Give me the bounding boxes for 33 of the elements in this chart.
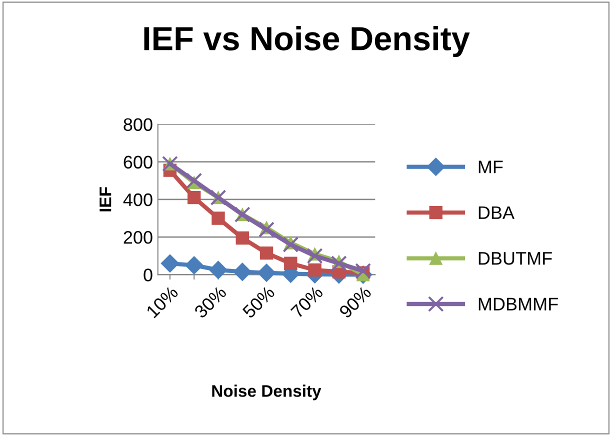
legend-label: MDBMMF [478, 298, 558, 310]
point [257, 264, 276, 282]
legend-label: MF [478, 160, 503, 174]
point [212, 212, 225, 225]
point [330, 255, 347, 272]
point [260, 246, 274, 260]
x-tick-label: 50% [242, 285, 276, 319]
x-axis-title: Noise Density [212, 384, 322, 400]
y-tick-label: 200 [124, 231, 152, 244]
y-tick-label: 400 [123, 193, 152, 206]
legend-label: DBA [478, 206, 514, 219]
point [258, 222, 275, 238]
point [306, 248, 323, 264]
point [282, 236, 299, 253]
legend-label: DBUTMF [478, 252, 552, 265]
y-axis-title: IEF [100, 187, 112, 212]
point [186, 172, 202, 189]
point [209, 260, 228, 280]
point [308, 263, 322, 277]
x-tick-label: 70% [290, 285, 324, 319]
point [236, 231, 249, 245]
chart-title: IEF vs Noise Density [144, 26, 470, 58]
x-tick-label: 90% [338, 285, 372, 319]
point [233, 262, 252, 282]
point [355, 262, 372, 279]
y-tick-label: 800 [124, 118, 152, 131]
y-tick-label: 0 [144, 268, 152, 282]
y-tick-label: 600 [124, 156, 152, 169]
point [184, 256, 204, 274]
point [284, 256, 298, 270]
point [188, 190, 201, 204]
x-tick-label: 30% [194, 285, 228, 319]
point [160, 254, 180, 273]
